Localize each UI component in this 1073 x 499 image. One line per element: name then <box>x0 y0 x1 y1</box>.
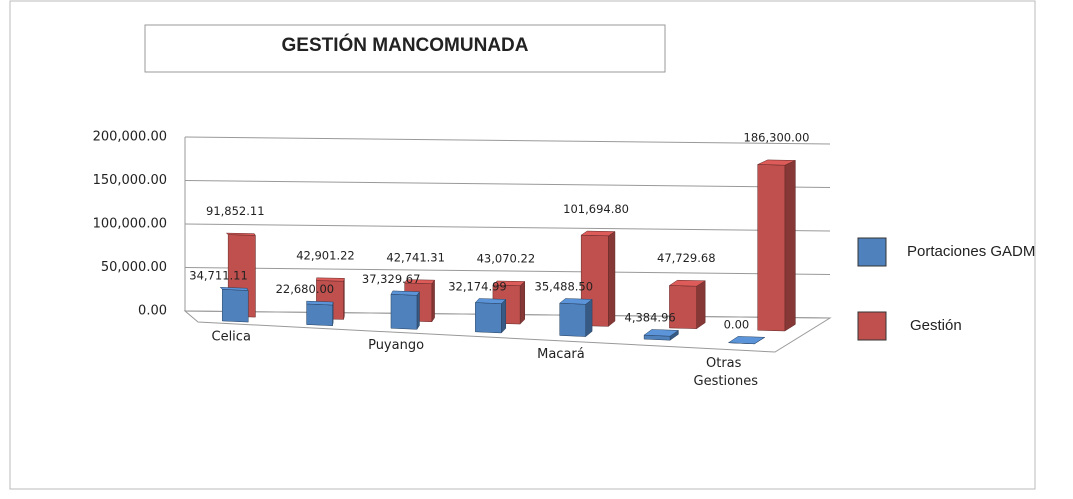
title-box <box>144 24 666 73</box>
bar <box>643 329 680 341</box>
bar-side <box>608 231 616 327</box>
value-label: 186,300.00 <box>744 131 810 145</box>
bar-side <box>696 280 706 330</box>
value-label: 91,852.11 <box>206 204 265 218</box>
value-label: 43,070.22 <box>477 252 536 266</box>
bar-top <box>643 329 680 337</box>
bar-top <box>404 279 436 284</box>
bar <box>219 287 249 323</box>
legend-swatch <box>857 237 887 267</box>
value-label: 35,488.50 <box>535 279 594 293</box>
bar <box>727 336 766 345</box>
bar-front <box>390 293 418 330</box>
bar-side <box>501 298 507 334</box>
value-label: 22,680.00 <box>276 282 335 296</box>
grid-line <box>184 180 831 188</box>
value-label: 47,729.68 <box>657 251 716 265</box>
value-label: 0.00 <box>724 317 750 331</box>
bar <box>474 298 507 334</box>
value-label: 42,901.22 <box>296 249 355 263</box>
bar-side <box>784 160 796 332</box>
value-label: 101,694.80 <box>563 202 629 216</box>
bar <box>559 298 593 338</box>
bar-front <box>221 289 249 323</box>
bar-front <box>475 302 502 334</box>
y-tick-label: 150,000.00 <box>93 173 167 188</box>
bar-top <box>474 298 507 304</box>
y-tick-label: 100,000.00 <box>93 217 167 232</box>
bar-top <box>225 232 256 236</box>
bar-front <box>757 164 786 332</box>
x-tick-label: Otras Gestiones <box>694 355 759 388</box>
y-tick-label: 200,000.00 <box>93 130 167 145</box>
x-tick-label: Celica <box>212 330 251 345</box>
legend-label: Gestión <box>910 317 962 334</box>
value-label: 32,174.99 <box>448 279 507 293</box>
bar-side <box>519 280 526 325</box>
x-tick-label: Macará <box>537 347 585 362</box>
bar-top <box>306 300 334 306</box>
bar-top <box>757 159 796 166</box>
bar-top <box>727 336 766 345</box>
bar <box>668 279 706 330</box>
legend-label: Portaciones GADM <box>907 243 1035 260</box>
bar-side <box>431 279 435 323</box>
chart-title: GESTIÓN MANCOMUNADA <box>282 34 529 56</box>
value-label: 37,329.67 <box>362 272 421 286</box>
value-label: 4,384.96 <box>625 310 676 324</box>
grid-line <box>184 267 831 275</box>
y-tick-label: 0.00 <box>138 304 167 319</box>
bar-top <box>390 290 420 296</box>
bar-top <box>580 230 616 237</box>
legend-swatch <box>857 311 887 341</box>
bar <box>390 290 420 331</box>
bar-side <box>585 298 593 338</box>
y-tick-label: 50,000.00 <box>101 260 167 275</box>
bar-front <box>306 303 333 326</box>
bar-top <box>316 277 345 282</box>
bar <box>306 300 334 326</box>
bar-front <box>559 302 586 337</box>
bar-side <box>416 291 420 331</box>
bar-top <box>668 279 706 287</box>
bar-top <box>559 298 593 305</box>
value-label: 34,711.11 <box>189 268 248 282</box>
grid-line <box>184 223 831 232</box>
bar-top <box>219 287 249 291</box>
bar <box>757 159 796 332</box>
bar-top <box>492 280 526 286</box>
value-label: 42,741.31 <box>386 250 445 264</box>
x-tick-label: Puyango <box>368 338 424 353</box>
grid-line <box>184 136 831 145</box>
